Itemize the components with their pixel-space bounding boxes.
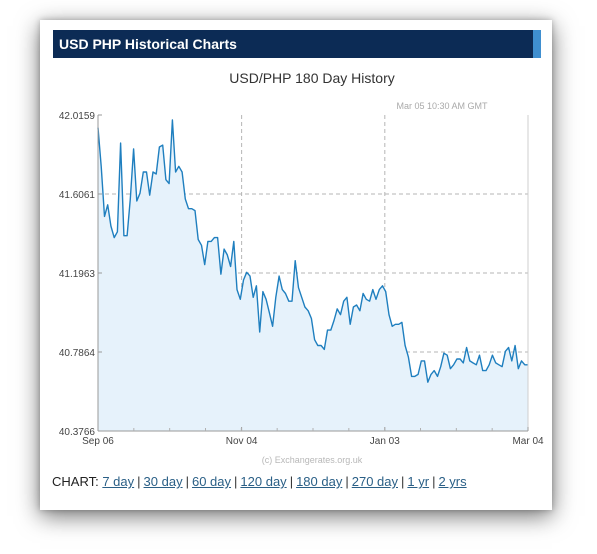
link-separator: | <box>137 474 141 489</box>
chart-links-prefix: CHART: <box>52 474 99 489</box>
chart-watermark: (c) Exchangerates.org.uk <box>262 455 363 465</box>
chart-range-link[interactable]: 7 day <box>102 474 135 489</box>
chart-range-link[interactable]: 1 yr <box>407 474 430 489</box>
series-line <box>97 119 528 383</box>
chart-title: USD/PHP 180 Day History <box>229 70 394 86</box>
link-separator: | <box>185 474 189 489</box>
chart-range-link[interactable]: 180 day <box>296 474 343 489</box>
y-tick-label: 41.1963 <box>59 269 96 280</box>
x-tick-label: Mar 04 <box>512 436 544 447</box>
y-tick-label: 40.3766 <box>59 427 96 438</box>
chart-range-links: CHART: 7 day | 30 day | 60 day | 120 day | 180 d… <box>52 474 467 489</box>
y-tick-label: 40.7864 <box>59 348 96 359</box>
y-tick-label: 42.0159 <box>59 111 96 122</box>
chart-panel: USD PHP Historical Charts USD/PHP 180 Da… <box>40 20 552 510</box>
link-separator: | <box>234 474 238 489</box>
series-area <box>98 120 528 431</box>
chart-range-link[interactable]: 30 day <box>143 474 183 489</box>
chart-range-link[interactable]: 60 day <box>191 474 232 489</box>
plot-area <box>97 119 528 431</box>
x-tick-label: Nov 04 <box>226 436 258 447</box>
link-separator: | <box>401 474 405 489</box>
y-tick-label: 41.6061 <box>59 190 96 201</box>
x-tick-label: Jan 03 <box>370 436 400 447</box>
historical-chart: USD/PHP 180 Day History Mar 05 10:30 AM … <box>59 70 544 465</box>
link-separator: | <box>345 474 349 489</box>
panel-title: USD PHP Historical Charts <box>53 30 541 58</box>
chart-range-link[interactable]: 270 day <box>351 474 398 489</box>
chart-timestamp: Mar 05 10:30 AM GMT <box>396 101 488 111</box>
chart-range-link[interactable]: 2 yrs <box>438 474 467 489</box>
chart-range-link[interactable]: 120 day <box>240 474 287 489</box>
link-separator: | <box>432 474 436 489</box>
x-tick-label: Sep 06 <box>82 436 114 447</box>
link-separator: | <box>289 474 294 489</box>
